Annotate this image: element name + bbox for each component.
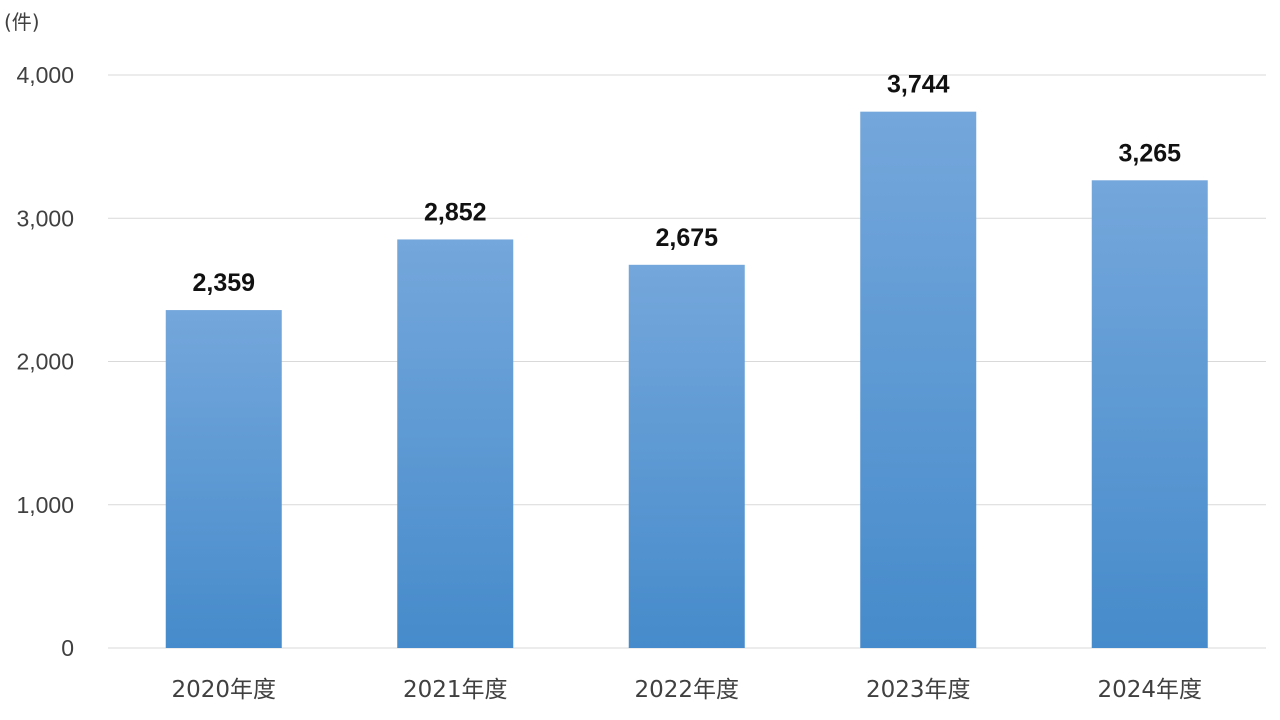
data-label: 2,359 — [192, 269, 255, 297]
y-tick-label: 4,000 — [16, 62, 74, 88]
y-tick-label: 3,000 — [16, 205, 74, 231]
data-label: 2,675 — [655, 224, 718, 252]
y-tick-label: 1,000 — [16, 492, 74, 518]
category-label: 2024年度 — [1097, 677, 1202, 703]
y-tick-label: 2,000 — [16, 349, 74, 375]
y-axis-unit-label: (件) — [4, 10, 40, 34]
data-label: 2,852 — [424, 198, 487, 226]
bar — [1091, 180, 1208, 648]
y-tick-label: 0 — [61, 635, 74, 661]
x-axis-category-labels: 2020年度 2021年度 2022年度 2023年度 2024年度 — [171, 677, 1202, 703]
category-label: 2022年度 — [634, 677, 739, 703]
category-label: 2020年度 — [171, 677, 276, 703]
category-label: 2021年度 — [403, 677, 508, 703]
y-axis-tick-labels: 0 1,000 2,000 3,000 4,000 — [16, 62, 74, 661]
category-label: 2023年度 — [866, 677, 971, 703]
data-label: 3,744 — [887, 71, 950, 99]
data-labels: 2,359 2,852 2,675 3,744 3,265 — [192, 71, 1181, 297]
bar — [860, 111, 977, 648]
bar — [165, 310, 282, 648]
bar — [628, 264, 745, 648]
bar — [397, 239, 514, 649]
data-label: 3,265 — [1118, 139, 1181, 167]
bars — [165, 111, 1208, 649]
